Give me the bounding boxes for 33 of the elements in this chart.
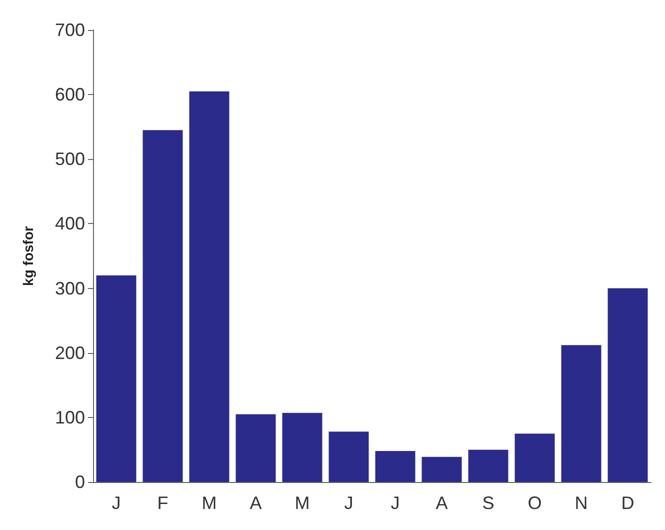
- bar: [282, 412, 322, 482]
- bar: [608, 288, 648, 482]
- x-tick-label: F: [157, 493, 168, 513]
- bar: [468, 450, 508, 482]
- x-tick-label: J: [112, 493, 121, 513]
- bar: [189, 91, 230, 482]
- x-tick-label: J: [390, 493, 400, 513]
- bar: [328, 432, 369, 482]
- y-tick-label: 700: [54, 20, 85, 40]
- y-tick-label: 500: [54, 149, 85, 170]
- x-tick-label: O: [528, 493, 542, 513]
- x-tick-label: A: [436, 493, 448, 513]
- x-tick-label: M: [202, 493, 217, 513]
- y-tick-label: 0: [74, 472, 85, 492]
- bar: [514, 434, 555, 482]
- x-tick-label: D: [621, 493, 634, 513]
- bar: [422, 456, 462, 482]
- x-tick-label: A: [250, 493, 262, 513]
- x-tick-label: M: [294, 493, 310, 513]
- y-tick-label: 200: [54, 342, 85, 363]
- bar: [375, 451, 416, 482]
- y-tick-label: 300: [54, 278, 85, 298]
- bar: [142, 130, 183, 482]
- bar: [561, 345, 602, 482]
- y-tick-label: 400: [54, 214, 85, 234]
- x-tick-label: N: [574, 493, 588, 513]
- bar: [96, 275, 136, 482]
- y-axis-title: kg fosfor: [20, 226, 36, 286]
- x-tick-label: J: [344, 493, 354, 513]
- bar: [236, 414, 276, 482]
- y-tick-label: 600: [54, 84, 85, 105]
- x-tick-label: S: [482, 493, 494, 513]
- y-tick-label: 100: [54, 407, 85, 428]
